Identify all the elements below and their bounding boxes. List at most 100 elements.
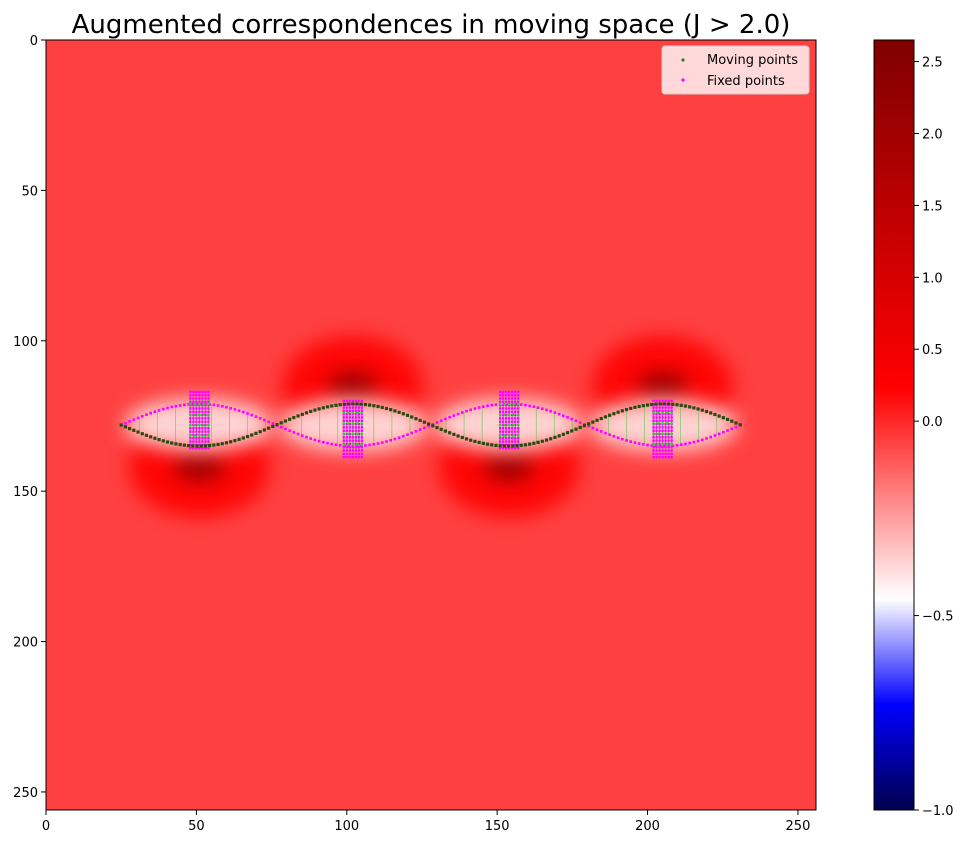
fixed-point	[317, 439, 321, 443]
high-value-core	[637, 371, 688, 400]
fixed-point	[342, 406, 345, 409]
fixed-point	[201, 423, 204, 427]
fixed-point	[517, 427, 520, 430]
fixed-point	[501, 394, 505, 397]
fixed-point	[514, 417, 517, 420]
fixed-point	[162, 407, 165, 411]
fixed-point	[198, 446, 201, 450]
fixed-point	[667, 444, 670, 448]
fixed-point	[189, 400, 192, 404]
fixed-point	[198, 440, 201, 443]
fixed-point	[658, 449, 661, 452]
moving-point	[202, 402, 206, 406]
fixed-point	[675, 443, 679, 447]
fixed-point	[473, 407, 477, 410]
moving-point	[119, 423, 123, 427]
fixed-point	[153, 410, 157, 414]
fixed-point	[508, 430, 511, 433]
fixed-point	[670, 452, 673, 456]
fixed-point	[360, 409, 364, 413]
fixed-point	[517, 420, 520, 423]
fixed-point	[195, 437, 198, 440]
fixed-point	[501, 420, 505, 423]
fixed-point	[655, 416, 658, 419]
moving-point	[197, 402, 201, 406]
moving-point	[216, 442, 220, 447]
fixed-point	[195, 394, 198, 397]
moving-point	[153, 436, 157, 440]
fixed-point	[504, 410, 508, 413]
fixed-point	[508, 407, 511, 410]
fixed-point	[216, 404, 220, 407]
fixed-point	[204, 403, 207, 407]
fixed-point	[296, 432, 300, 436]
fixed-point	[354, 436, 358, 439]
moving-point	[435, 425, 439, 430]
moving-point	[368, 403, 372, 407]
fixed-point	[204, 413, 207, 417]
fixed-point	[360, 436, 364, 439]
fixed-point	[204, 410, 207, 413]
fixed-point	[334, 443, 338, 447]
moving-point	[330, 404, 334, 408]
moving-point	[511, 444, 515, 448]
moving-point	[658, 402, 662, 406]
fixed-point	[671, 444, 675, 447]
fixed-point	[195, 410, 198, 413]
fixed-point	[664, 426, 667, 429]
fixed-point	[504, 443, 508, 447]
fixed-point	[149, 411, 152, 415]
fixed-point	[517, 407, 520, 410]
fixed-point	[345, 416, 348, 419]
fixed-point	[198, 390, 201, 394]
fixed-point	[514, 423, 517, 427]
fixed-point	[504, 400, 508, 404]
moving-point	[389, 408, 393, 412]
fixed-point	[345, 439, 348, 442]
fixed-point	[734, 425, 738, 429]
fixed-point	[354, 452, 358, 456]
fixed-point	[504, 423, 508, 427]
fixed-point	[465, 409, 468, 413]
fixed-point	[511, 430, 514, 433]
fixed-point	[658, 419, 661, 422]
fixed-point	[514, 403, 517, 407]
fixed-point	[670, 449, 673, 452]
moving-point	[202, 413, 206, 416]
fixed-point	[514, 394, 517, 397]
fixed-point	[498, 430, 502, 433]
fixed-point	[658, 436, 661, 439]
moving-point	[528, 442, 532, 446]
fixed-point	[670, 455, 673, 459]
fixed-point	[204, 427, 207, 430]
moving-point	[195, 444, 199, 448]
moving-point	[578, 425, 582, 430]
moving-point	[656, 432, 660, 436]
fixed-point	[670, 399, 673, 403]
fixed-point	[201, 390, 204, 394]
fixed-point	[237, 409, 241, 412]
fixed-point	[414, 430, 418, 433]
moving-point	[603, 415, 608, 419]
moving-point	[313, 408, 317, 412]
fixed-point	[348, 426, 351, 429]
fixed-point	[633, 441, 637, 444]
moving-point	[207, 434, 210, 437]
fixed-point	[658, 399, 661, 403]
moving-point	[351, 432, 355, 436]
fixed-point	[566, 416, 569, 419]
fixed-point	[540, 407, 544, 411]
fixed-point	[195, 420, 198, 423]
moving-point	[144, 433, 149, 437]
fixed-point	[517, 446, 520, 450]
moving-point	[591, 420, 595, 424]
fixed-point	[652, 399, 655, 403]
fixed-point	[508, 390, 511, 394]
fixed-point	[351, 426, 354, 429]
fixed-point	[664, 422, 667, 426]
moving-point	[656, 411, 660, 415]
fixed-point	[511, 390, 514, 394]
fixed-point	[655, 422, 658, 426]
fixed-point	[658, 432, 661, 436]
